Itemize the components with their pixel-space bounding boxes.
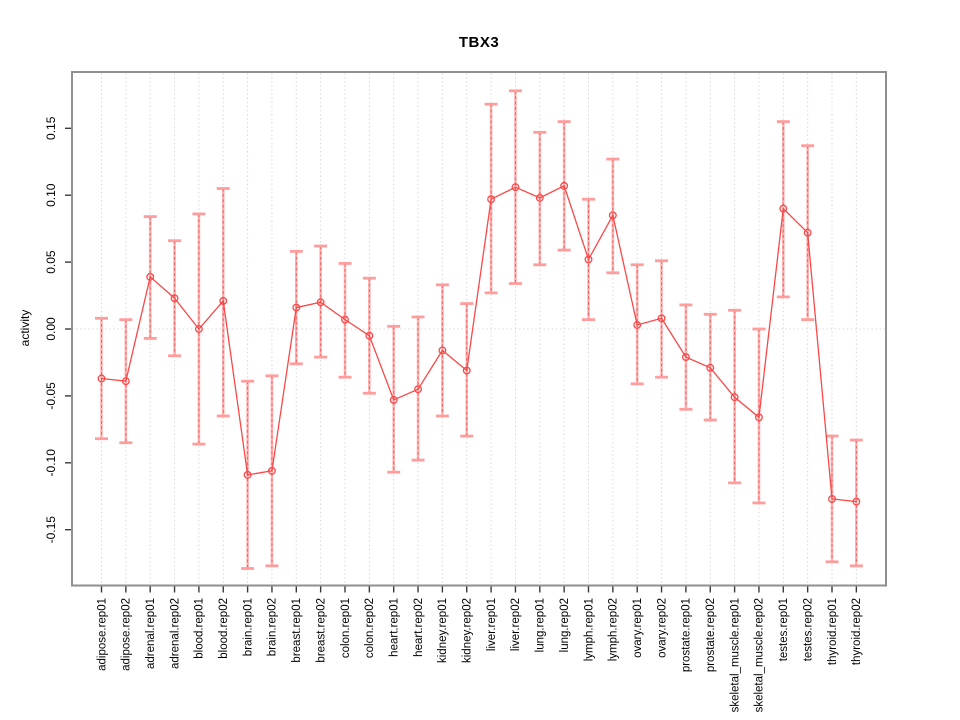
- x-tick-label: breast.rep02: [315, 598, 327, 663]
- data-point: [608, 211, 617, 220]
- data-point: [828, 494, 836, 503]
- y-tick-label: 0.10: [44, 183, 58, 207]
- data-point: [511, 183, 520, 192]
- data-point: [681, 353, 690, 362]
- x-tick-label: blood.rep01: [194, 598, 206, 659]
- x-tick-label: liver.rep01: [486, 598, 498, 651]
- x-tick-label: heart.rep02: [413, 598, 425, 657]
- data-point: [316, 298, 325, 307]
- data-point: [389, 395, 398, 404]
- y-tick-label: -0.05: [44, 382, 58, 410]
- data-point: [292, 303, 301, 312]
- x-tick-label: thyroid.rep02: [851, 598, 863, 665]
- x-tick-label: brain.rep02: [267, 598, 279, 656]
- x-tick-label: adipose.rep01: [96, 598, 108, 671]
- data-point: [194, 325, 203, 333]
- data-point: [243, 470, 252, 479]
- data-point: [268, 466, 276, 475]
- data-point: [414, 385, 422, 394]
- data-point: [779, 204, 788, 213]
- data-point: [730, 393, 739, 402]
- data-point: [462, 366, 471, 375]
- x-tick-label: liver.rep02: [510, 598, 522, 651]
- x-tick-label: kidney.rep01: [437, 598, 449, 663]
- x-tick-label: ovary.rep01: [632, 598, 644, 658]
- x-tick-label: lung.rep01: [535, 598, 547, 652]
- y-axis-title: activity: [18, 309, 32, 347]
- x-tick-label: colon.rep02: [364, 598, 376, 658]
- data-point: [803, 228, 812, 237]
- data-point: [584, 255, 593, 264]
- x-tick-label: adrenal.rep01: [145, 598, 157, 669]
- data-point: [341, 315, 349, 324]
- x-tick-label: ovary.rep02: [656, 598, 668, 658]
- x-tick-label: testes.rep01: [778, 598, 790, 661]
- y-tick-label: -0.15: [44, 516, 58, 544]
- x-tick-label: prostate.rep01: [681, 598, 693, 672]
- x-tick-label: blood.rep02: [218, 598, 230, 659]
- x-tick-label: skeletal_muscle.rep02: [754, 598, 766, 712]
- x-tick-label: adipose.rep02: [121, 598, 133, 671]
- data-point: [755, 413, 763, 422]
- x-tick-label: thyroid.rep01: [827, 598, 839, 665]
- x-tick-label: kidney.rep02: [462, 598, 474, 663]
- data-point: [170, 294, 179, 303]
- data-point: [657, 314, 666, 323]
- data-point: [535, 193, 544, 202]
- data-point: [852, 497, 861, 506]
- chart-title: TBX3: [458, 34, 500, 51]
- data-point: [633, 321, 642, 329]
- x-tick-label: lymph.rep02: [608, 598, 620, 661]
- x-tick-label: skeletal_muscle.rep01: [729, 598, 741, 712]
- x-tick-label: testes.rep02: [802, 598, 814, 661]
- y-tick-label: 0.00: [44, 317, 58, 341]
- x-tick-label: brain.rep01: [242, 598, 254, 656]
- x-tick-label: colon.rep01: [340, 598, 352, 658]
- y-tick-label: 0.15: [44, 116, 58, 140]
- x-tick-label: adrenal.rep02: [169, 598, 181, 669]
- series-line: [101, 184, 857, 503]
- data-point: [219, 296, 228, 305]
- data-point: [146, 272, 155, 281]
- plot-border: [71, 71, 887, 587]
- x-tick-label: lymph.rep01: [583, 598, 595, 661]
- x-tick-label: prostate.rep02: [705, 598, 717, 672]
- data-point: [365, 331, 374, 340]
- data-point: [560, 181, 569, 190]
- y-tick-label: 0.05: [44, 250, 58, 274]
- data-point: [487, 195, 496, 204]
- data-point: [97, 374, 106, 383]
- data-point: [121, 377, 130, 386]
- x-tick-label: heart.rep01: [388, 598, 400, 657]
- x-tick-label: lung.rep02: [559, 598, 571, 652]
- data-point: [438, 346, 447, 355]
- data-point: [706, 363, 715, 372]
- y-tick-label: -0.10: [44, 449, 58, 477]
- x-tick-label: breast.rep01: [291, 598, 303, 663]
